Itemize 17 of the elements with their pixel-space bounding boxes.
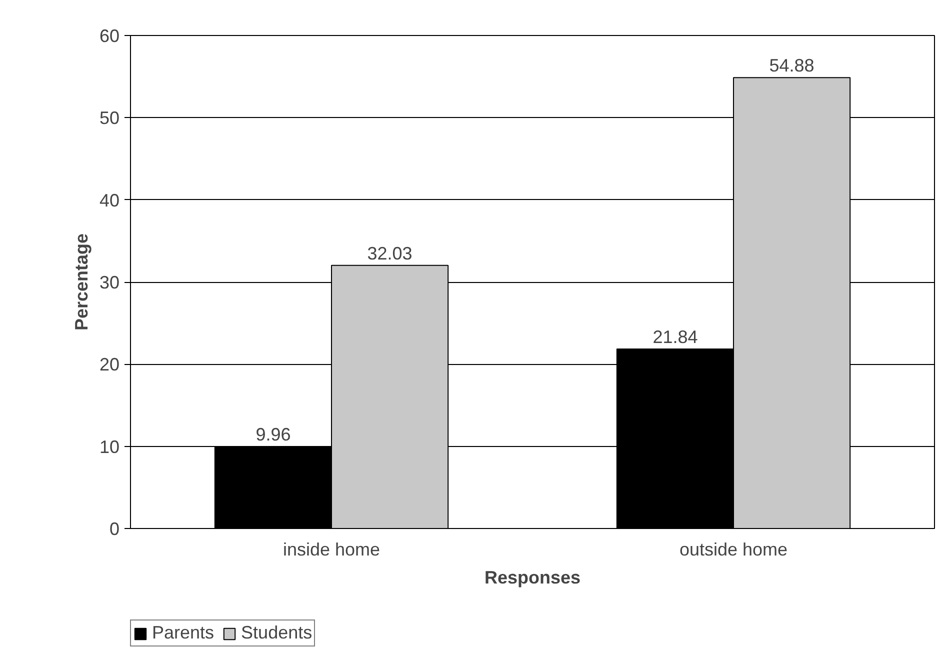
y-tick-label: 30 bbox=[99, 272, 120, 292]
x-tick-label: outside home bbox=[679, 540, 788, 560]
data-label: 21.84 bbox=[652, 327, 698, 348]
y-tick-label: 50 bbox=[99, 108, 120, 128]
y-tick-label: 60 bbox=[99, 26, 120, 46]
y-tick-label: 10 bbox=[99, 436, 120, 457]
x-tick-label: inside home bbox=[282, 540, 380, 560]
y-tick-label: 20 bbox=[99, 354, 120, 375]
data-label: 32.03 bbox=[367, 243, 412, 264]
legend-label: Parents bbox=[152, 622, 214, 644]
y-axis-title: Percentage bbox=[71, 233, 92, 331]
legend-label: Students bbox=[241, 622, 312, 644]
data-label: 54.88 bbox=[769, 56, 814, 76]
y-tick-label: 40 bbox=[99, 190, 120, 210]
y-tick-label: 0 bbox=[109, 519, 120, 539]
x-axis-title: Responses bbox=[484, 568, 581, 588]
data-label: 9.96 bbox=[256, 424, 291, 445]
